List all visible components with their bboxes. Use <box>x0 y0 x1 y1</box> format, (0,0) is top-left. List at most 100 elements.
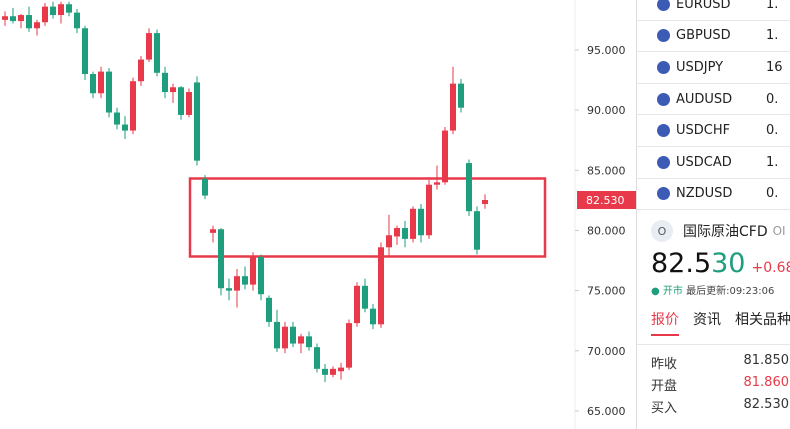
candle-body <box>394 228 400 237</box>
symbol: USDJPY <box>676 59 724 75</box>
candle-body <box>170 87 176 93</box>
price: 1. <box>766 28 779 44</box>
stat-label: 开盘 <box>651 379 678 395</box>
code: OI <box>772 224 786 239</box>
candle-body <box>114 112 120 125</box>
symbol: USDCAD <box>676 154 732 170</box>
candle-body <box>106 71 112 113</box>
candle-body <box>370 308 376 325</box>
candle-body <box>178 87 184 115</box>
candle-body <box>258 256 264 295</box>
candle-body <box>290 326 296 344</box>
watch-row: AUDUSD 0. <box>637 84 790 116</box>
candle-body <box>34 22 40 29</box>
watch-row: GBPUSD 1. <box>637 21 790 53</box>
candle-body <box>18 15 24 22</box>
candle-body <box>362 285 368 309</box>
stat-label: 买入 <box>651 401 678 417</box>
candle-body <box>138 59 144 82</box>
highlight-box <box>188 177 547 258</box>
last-price-label: 82.530 <box>586 194 625 207</box>
tabs: 报价 资讯 相关品种 <box>651 309 790 337</box>
y-tick-label: 70.000 <box>587 345 626 358</box>
candle-body <box>74 12 80 29</box>
candle-body <box>418 208 424 236</box>
candle-body <box>98 71 104 94</box>
symbol: NZDUSD <box>676 186 733 202</box>
stat-value: 81.860 <box>743 375 790 391</box>
watchlist: EURUSD 1. GBPUSD 1. USDJPY 16 AUDUSD 0. USDCHF 0.… <box>637 0 790 211</box>
candle-body <box>122 124 128 131</box>
watch-row: USDCHF 0. <box>637 115 790 147</box>
candle-body <box>426 184 432 236</box>
stats: 昨收 81.850 开盘 81.860 买入 82.530 <box>651 353 790 419</box>
watch-row: NZDUSD 0. <box>637 179 790 211</box>
chart: 95.000 90.000 85.000 80.000 75.000 70.000 65.0… <box>2 0 636 429</box>
stat-row: 昨收 81.850 <box>651 353 789 375</box>
flag <box>657 155 670 169</box>
flag <box>657 0 670 11</box>
symbol: EURUSD <box>676 0 731 12</box>
candle-body <box>458 83 464 108</box>
side-panel: EURUSD 1. GBPUSD 1. USDJPY 16 AUDUSD 0. USDCHF 0.… <box>636 0 790 429</box>
symbol: AUDUSD <box>676 91 733 107</box>
candle-body <box>402 228 408 239</box>
last-price-tag <box>577 190 636 209</box>
candle-body <box>50 6 56 16</box>
stat-label: 昨收 <box>651 357 678 373</box>
candle-body <box>130 81 136 131</box>
candle-body <box>234 276 240 291</box>
candle-body <box>82 28 88 75</box>
flag <box>657 60 670 74</box>
candle-body <box>274 321 280 349</box>
candle-body <box>322 368 328 375</box>
candle-body <box>442 130 448 183</box>
candle-body <box>346 323 352 368</box>
candle-body <box>314 347 320 369</box>
candle-body <box>386 235 392 248</box>
y-tick-label: 80.000 <box>587 224 626 237</box>
tab[interactable]: 相关品种 <box>735 312 790 329</box>
candle-body <box>194 82 200 161</box>
updated: 最后更新:09:23:06 <box>686 286 775 298</box>
price: 0. <box>766 123 779 139</box>
candle-body <box>450 83 456 131</box>
candle-body <box>250 256 256 285</box>
flag <box>657 187 670 201</box>
flag <box>657 29 670 43</box>
watch-row: EURUSD 1. <box>637 0 790 21</box>
price: 82.5 <box>651 248 712 280</box>
price: 1. <box>766 154 779 170</box>
stat-row: 买入 82.530 <box>651 397 789 419</box>
name: 国际原油CFD <box>683 224 768 241</box>
candle-body <box>154 33 160 73</box>
tab[interactable]: 资讯 <box>693 312 721 329</box>
candle-body <box>2 16 8 20</box>
watch-row: USDJPY 16 <box>637 52 790 84</box>
candle-body <box>218 229 224 289</box>
quote: O 国际原油CFD OI 82.530 +0.680 ● 开市 最后更新:09:… <box>637 210 790 419</box>
price: 16 <box>766 59 783 75</box>
flag <box>657 92 670 106</box>
price-tail: 30 <box>711 248 746 280</box>
tab[interactable]: 报价 <box>651 309 679 337</box>
candle-body <box>298 336 304 344</box>
candle-body <box>202 178 208 196</box>
stat-row: 开盘 81.860 <box>651 375 789 397</box>
y-tick-label: 90.000 <box>587 104 626 117</box>
y-tick-label: 95.000 <box>587 44 626 57</box>
candle-body <box>10 16 16 22</box>
price: 1. <box>766 0 779 12</box>
flag <box>657 124 670 138</box>
candle-body <box>58 4 64 16</box>
price: 0. <box>766 91 779 107</box>
candle-body <box>146 33 152 60</box>
candle-body <box>474 211 480 250</box>
watch-row: USDCAD 1. <box>637 147 790 179</box>
price: 0. <box>766 186 779 202</box>
y-tick-label: 85.000 <box>587 164 626 177</box>
candle-body <box>306 336 312 348</box>
candle-body <box>26 15 32 29</box>
candle-body <box>162 72 168 93</box>
stat-value: 81.850 <box>743 353 790 369</box>
